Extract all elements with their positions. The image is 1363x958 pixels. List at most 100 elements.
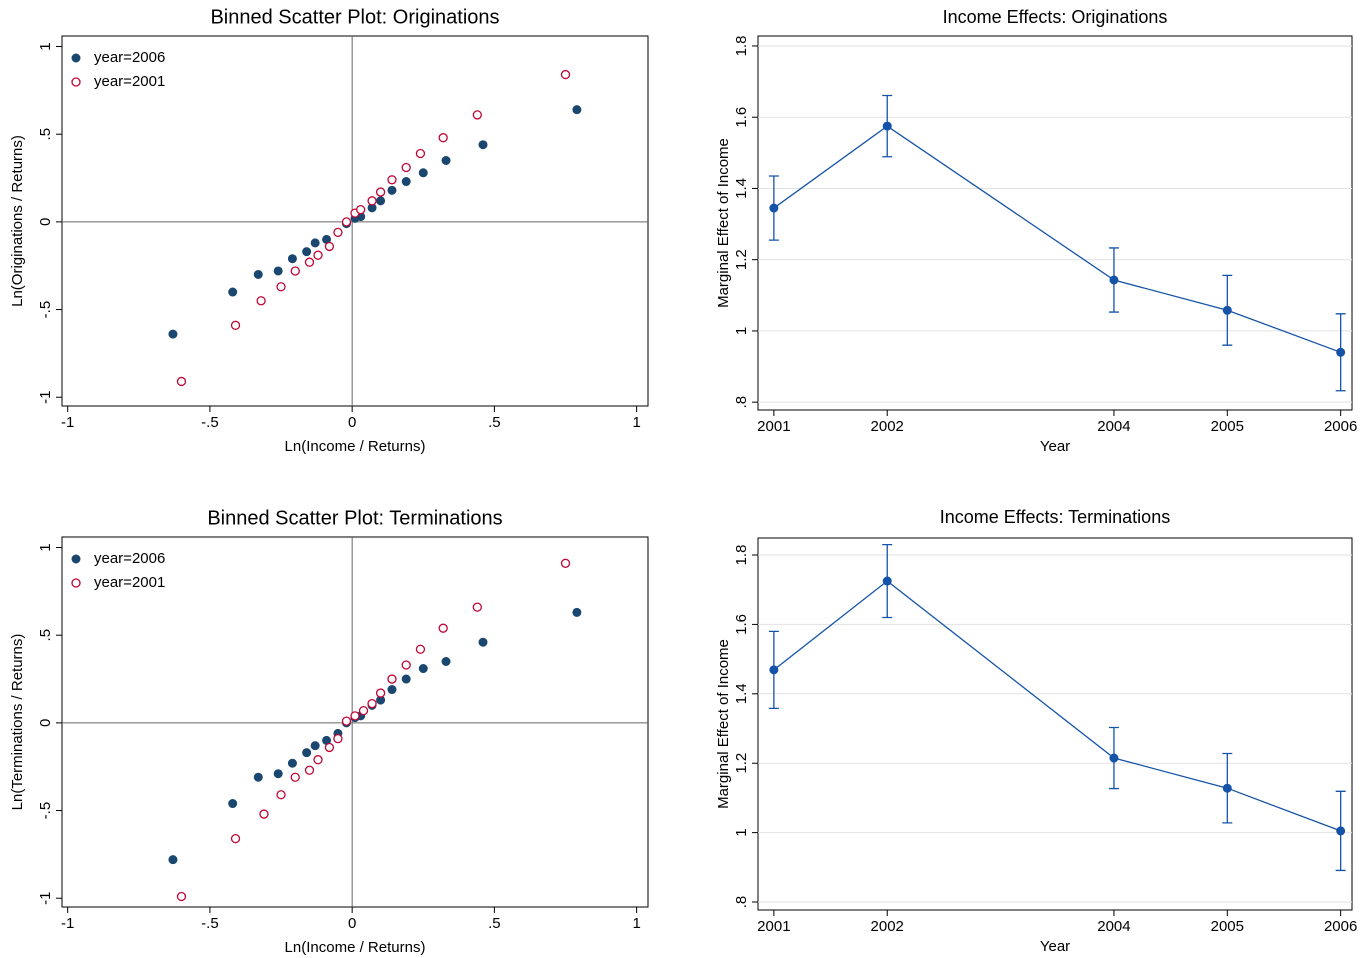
data-point (1222, 305, 1232, 315)
data-point (415, 148, 426, 159)
data-point (290, 772, 300, 782)
data-point (356, 204, 366, 215)
data-point (1109, 275, 1119, 285)
data-point (415, 644, 426, 654)
data-point (769, 203, 779, 213)
y-tick-label: 0 (37, 218, 54, 226)
y-tick-label: .8 (733, 896, 750, 909)
data-point (441, 156, 451, 166)
legend-label: year=2001 (94, 73, 165, 90)
x-tick-label: 2006 (1324, 418, 1357, 435)
data-point (769, 665, 779, 675)
legend-marker (71, 554, 81, 564)
y-tick-label: 1.4 (733, 178, 750, 199)
data-point (276, 790, 286, 800)
y-axis-label: Marginal Effect of Income (715, 138, 732, 308)
plot-area (757, 35, 1353, 411)
data-point (882, 121, 892, 131)
legend-label: year=2006 (94, 49, 165, 66)
plot-area (757, 537, 1353, 911)
data-point (478, 637, 488, 647)
y-tick-label: 1 (733, 828, 750, 836)
y-tick-label: 1 (733, 327, 750, 335)
y-tick-label: 1.2 (733, 249, 750, 270)
legend-marker (71, 53, 81, 63)
data-point (1222, 783, 1232, 793)
data-point (387, 175, 397, 185)
data-point (253, 269, 263, 279)
data-point (253, 772, 263, 782)
data-point (341, 716, 352, 726)
x-tick-label: 2001 (757, 418, 790, 435)
y-axis-label: Marginal Effect of Income (715, 639, 732, 809)
data-point (313, 755, 323, 765)
data-point (287, 758, 297, 768)
legend-marker (71, 578, 81, 588)
data-point (882, 576, 892, 586)
chart-title: Binned Scatter Plot: Originations (210, 6, 499, 28)
data-point (387, 685, 397, 695)
data-point (290, 266, 300, 276)
data-point (168, 329, 178, 339)
chart-title: Income Effects: Originations (943, 7, 1168, 27)
x-tick-label: -1 (61, 915, 74, 932)
data-point (401, 660, 411, 670)
data-point (367, 698, 377, 709)
data-point (230, 320, 241, 330)
data-point (401, 177, 411, 187)
legend-label: year=2001 (94, 574, 165, 591)
data-point (276, 282, 286, 292)
data-point (472, 110, 482, 120)
data-point (302, 748, 312, 758)
x-tick-label: 2001 (757, 918, 790, 935)
data-point (259, 809, 269, 819)
chart-title: Binned Scatter Plot: Terminations (207, 507, 502, 529)
y-tick-label: 0 (37, 719, 54, 727)
data-point (304, 257, 315, 267)
data-point (302, 247, 312, 257)
y-axis-label: Ln(Terminations / Returns) (9, 634, 26, 811)
data-point (310, 741, 320, 751)
data-point (438, 623, 448, 633)
x-axis-label: Year (1040, 438, 1070, 455)
x-tick-label: 1 (632, 915, 640, 932)
data-point (472, 602, 482, 612)
data-point (228, 287, 238, 297)
data-point (441, 657, 451, 667)
data-point (401, 674, 411, 684)
y-tick-label: 1.6 (733, 614, 750, 635)
data-point (341, 217, 352, 227)
x-tick-label: -.5 (201, 915, 219, 932)
data-point (287, 254, 297, 264)
x-tick-label: .5 (488, 915, 501, 932)
data-point (176, 376, 187, 387)
data-point (228, 799, 238, 809)
y-tick-label: 1.8 (733, 545, 750, 566)
y-tick-label: 1 (37, 543, 54, 551)
data-point (358, 705, 369, 716)
data-point (256, 296, 266, 306)
data-point (367, 196, 377, 206)
y-tick-label: -1 (37, 391, 54, 404)
data-point (324, 241, 335, 252)
x-tick-label: 2004 (1097, 418, 1130, 435)
data-point (333, 734, 343, 744)
data-point (375, 187, 386, 197)
data-point (333, 227, 343, 238)
y-tick-label: 1 (37, 42, 54, 50)
data-point (376, 196, 386, 206)
data-point (273, 769, 283, 779)
x-tick-label: 2002 (871, 918, 904, 935)
x-axis-label: Year (1040, 938, 1070, 955)
x-tick-label: -1 (61, 414, 74, 431)
data-point (401, 162, 411, 173)
data-point (560, 558, 571, 568)
data-point (478, 140, 488, 150)
y-tick-label: .5 (37, 128, 54, 141)
data-point (176, 891, 187, 902)
legend-marker (71, 77, 81, 87)
data-point (572, 607, 582, 617)
x-tick-label: 2002 (871, 418, 904, 435)
